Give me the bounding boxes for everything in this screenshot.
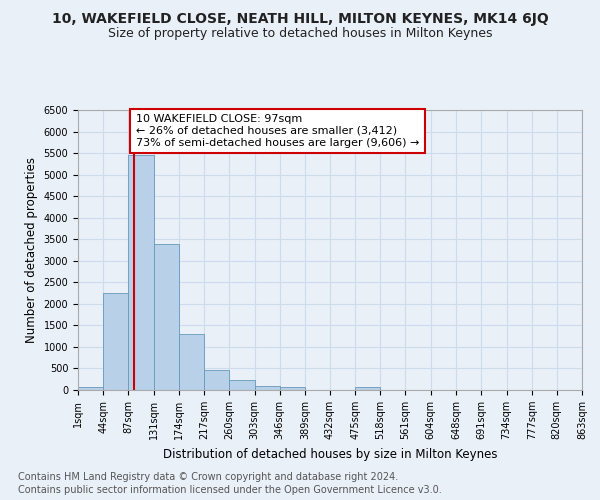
Y-axis label: Number of detached properties: Number of detached properties: [25, 157, 38, 343]
Bar: [179, 334, 204, 390]
Text: 10, WAKEFIELD CLOSE, NEATH HILL, MILTON KEYNES, MK14 6JQ: 10, WAKEFIELD CLOSE, NEATH HILL, MILTON …: [52, 12, 548, 26]
X-axis label: Distribution of detached houses by size in Milton Keynes: Distribution of detached houses by size …: [163, 448, 497, 460]
Bar: [355, 387, 380, 390]
Text: 10 WAKEFIELD CLOSE: 97sqm
← 26% of detached houses are smaller (3,412)
73% of se: 10 WAKEFIELD CLOSE: 97sqm ← 26% of detac…: [136, 114, 419, 148]
Bar: [128, 155, 154, 390]
Text: Contains public sector information licensed under the Open Government Licence v3: Contains public sector information licen…: [18, 485, 442, 495]
Bar: [204, 370, 229, 390]
Text: Size of property relative to detached houses in Milton Keynes: Size of property relative to detached ho…: [108, 28, 492, 40]
Bar: [78, 387, 103, 390]
Bar: [229, 380, 254, 390]
Bar: [280, 387, 305, 390]
Bar: [154, 244, 179, 390]
Text: Contains HM Land Registry data © Crown copyright and database right 2024.: Contains HM Land Registry data © Crown c…: [18, 472, 398, 482]
Bar: [103, 293, 128, 390]
Bar: [254, 386, 280, 390]
